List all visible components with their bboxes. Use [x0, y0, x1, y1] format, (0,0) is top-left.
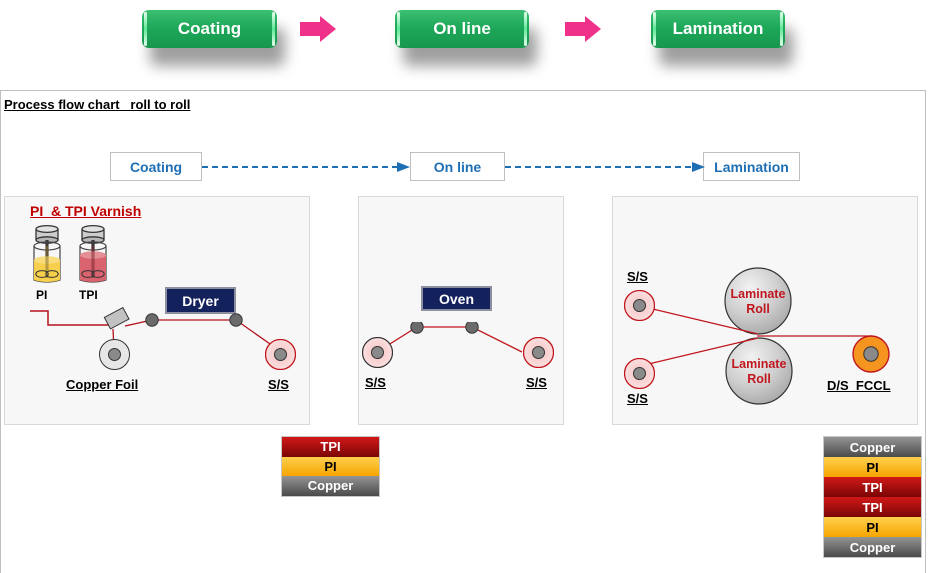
svg-text:Laminate: Laminate [731, 287, 786, 301]
svg-text:Roll: Roll [747, 372, 771, 386]
